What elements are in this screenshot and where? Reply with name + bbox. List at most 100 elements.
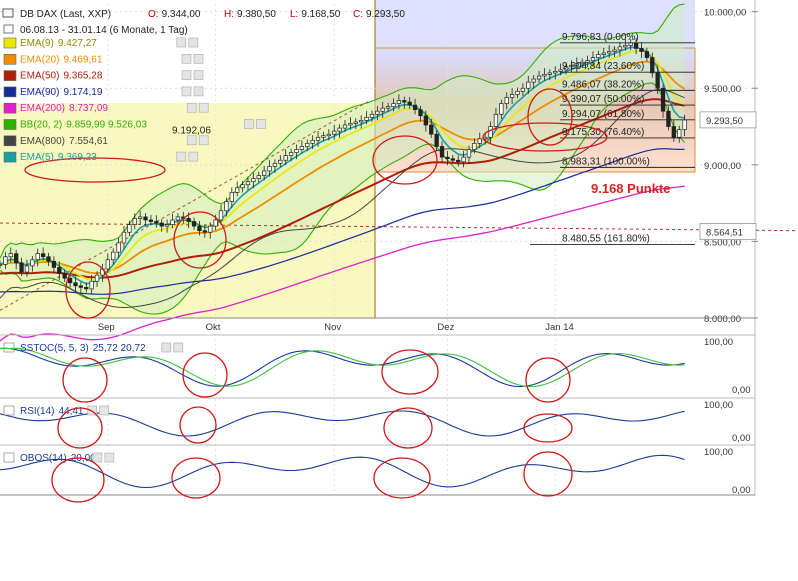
candle-body: [3, 256, 8, 265]
indicator-close-icon[interactable]: [99, 405, 109, 416]
candle-body: [321, 135, 326, 138]
candle-body: [650, 57, 655, 74]
candle-body: [601, 52, 606, 55]
candle-body: [116, 242, 121, 253]
indicator-close-icon[interactable]: [173, 342, 184, 353]
candle-body: [213, 219, 218, 227]
candle-type-icon: [2, 8, 14, 18]
legend-settings-icon[interactable]: [186, 135, 197, 146]
legend-close-icon[interactable]: [256, 119, 266, 129]
candle-body: [418, 109, 423, 117]
legend-settings-icon[interactable]: [181, 70, 192, 80]
legend-settings-icon[interactable]: [181, 53, 192, 64]
indicator-line: [0, 410, 685, 437]
ema-800-line: [0, 88, 685, 309]
price-tag-label: 9.293,50: [706, 116, 743, 127]
ohlc-close: C: 9.293,50: [353, 9, 405, 20]
price-tags: 9.293,50 8.564,51: [699, 111, 757, 240]
candle-body: [402, 100, 407, 103]
legend-close-icon[interactable]: [193, 53, 204, 64]
legend-entry: BB(20, 2) 9.859,99 9.526,03: [20, 120, 147, 131]
indicator-settings-icon[interactable]: [161, 342, 172, 353]
candle-body: [202, 230, 207, 233]
legend-close-icon[interactable]: [188, 37, 199, 48]
candle-body: [639, 48, 644, 52]
candle-body: [526, 81, 531, 89]
y-axis: 10.000,00 9.500,00 9.000,00 8.500,00 8.000,0…: [704, 0, 758, 495]
legend-settings-icon[interactable]: [244, 119, 254, 129]
legend-close-icon[interactable]: [193, 70, 204, 80]
highlight-circle: [57, 407, 103, 449]
candle-body: [261, 170, 267, 176]
candle-body: [375, 110, 380, 115]
indicator-settings-icon[interactable]: [92, 452, 103, 463]
candle-body: [509, 94, 515, 98]
highlight-circle: [179, 406, 217, 444]
candle-body: [553, 71, 558, 74]
candle-body: [294, 149, 299, 153]
highlight-circle: [373, 457, 431, 499]
x-tick-label: Sep: [98, 322, 115, 333]
highlight-circle: [171, 457, 221, 499]
legend-close-icon[interactable]: [188, 151, 199, 162]
candle-body: [660, 87, 666, 112]
candle-body: [159, 222, 164, 227]
date-range: 06.08.13 - 31.01.14 (6 Monate, 1 Tag): [20, 25, 188, 36]
candle-body: [569, 64, 574, 68]
candle-body: [385, 106, 391, 109]
candle-body: [563, 66, 569, 71]
candle-body: [240, 184, 245, 189]
indicator-label: SSTOC(5, 5, 3) 25,72 20,72: [20, 343, 146, 354]
candle-body: [644, 51, 650, 58]
candle-body: [499, 103, 504, 115]
legend-swatch: [3, 102, 17, 114]
legend-swatch: [3, 135, 17, 147]
candle-body: [46, 256, 51, 262]
annotation-text: 9.168 Punkte: [591, 181, 671, 196]
candle-body: [143, 216, 148, 221]
candle-body: [353, 121, 358, 124]
legend-settings-icon[interactable]: [176, 37, 187, 48]
candle-body: [267, 166, 272, 172]
highlight-circle: [381, 349, 439, 395]
legend-settings-icon[interactable]: [176, 151, 187, 162]
legend-close-icon[interactable]: [198, 102, 209, 113]
candle-body: [78, 285, 84, 288]
candle-body: [456, 159, 461, 163]
sub-y-tick-label: 0,00: [732, 433, 751, 444]
candle-body: [671, 126, 676, 138]
sub-y-tick-label: 100,00: [704, 337, 733, 348]
candle-body: [14, 253, 19, 264]
candle-body: [305, 143, 310, 147]
legend-swatch: [3, 151, 17, 163]
indicator-close-icon[interactable]: [104, 452, 115, 463]
fib-label: 9.486,07 (38.20%): [562, 79, 644, 90]
legend-settings-icon[interactable]: [186, 102, 197, 113]
candle-body: [461, 156, 466, 163]
candle-body: [574, 63, 579, 66]
legend-close-icon[interactable]: [198, 135, 209, 146]
bollinger-lower: [0, 82, 686, 315]
candle-body: [423, 115, 429, 126]
candle-body: [580, 61, 585, 65]
legend-settings-icon[interactable]: [181, 86, 192, 97]
legend-entry: EMA(9) 9.427,27: [20, 38, 97, 49]
legend-close-icon[interactable]: [193, 86, 204, 97]
candle-body: [245, 181, 251, 186]
candle-body: [84, 287, 89, 290]
candle-body: [272, 162, 278, 167]
ema-200-line: [0, 185, 685, 342]
indicator-line: [0, 347, 685, 388]
x-tick-label: Jan 14: [545, 322, 574, 333]
candle-body: [0, 264, 3, 266]
legend-entry: EMA(800) 7.554,61: [20, 136, 108, 147]
candle-body: [191, 221, 197, 227]
highlight-circle: [523, 413, 573, 443]
indicator-icon: [3, 342, 15, 353]
candle-body: [666, 110, 671, 127]
fib-label: 8.480,55 (161.80%): [562, 233, 650, 244]
candle-body: [288, 152, 294, 156]
legend-swatch: [3, 37, 17, 49]
highlight-circle: [173, 211, 227, 269]
candle-body: [472, 143, 477, 150]
